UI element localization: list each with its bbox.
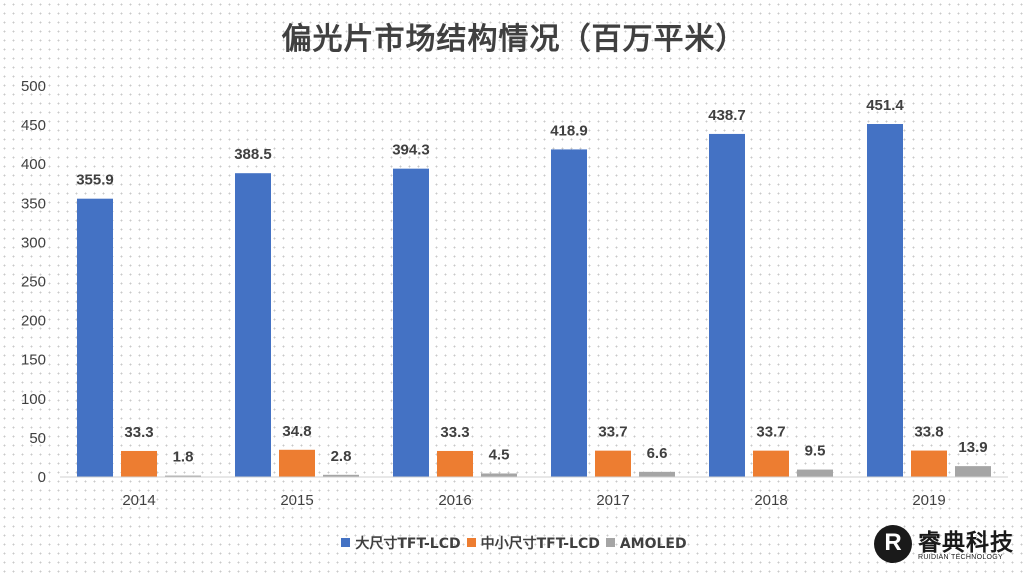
data-label: 33.7: [756, 424, 785, 441]
bar: [551, 149, 587, 477]
y-tick-label: 450: [21, 117, 46, 134]
bar: [753, 450, 789, 477]
data-label: 388.5: [234, 146, 272, 163]
bar: [867, 124, 903, 478]
logo-subtitle: RUIDIAN TECHNOLOGY: [918, 554, 1004, 561]
y-tick-label: 500: [21, 78, 46, 95]
y-tick-label: 350: [21, 195, 46, 212]
bar: [393, 168, 429, 477]
x-tick-label: 2018: [754, 492, 787, 509]
x-tick-label: 2014: [122, 492, 155, 509]
data-label: 33.8: [914, 424, 943, 441]
data-label: 2.8: [331, 448, 352, 465]
data-label: 451.4: [866, 97, 904, 114]
bar: [955, 466, 991, 477]
y-tick-label: 400: [21, 156, 46, 173]
data-label: 9.5: [805, 443, 826, 460]
bar: [639, 471, 675, 477]
value-labels-group: 355.9 33.3 1.8 388.5 34.8 2.8 394.3 33.3 4.5 418.…: [76, 97, 987, 466]
logo-mark-letter: R: [884, 529, 902, 556]
bar: [437, 450, 473, 477]
y-tick-label: 200: [21, 313, 46, 330]
y-tick-label: 0: [38, 469, 46, 486]
data-label: 33.7: [598, 424, 627, 441]
data-label: 33.3: [124, 424, 153, 441]
data-label: 394.3: [392, 142, 430, 159]
logo-name: 睿典科技: [918, 530, 1014, 556]
bar: [595, 450, 631, 477]
x-tick-label: 2016: [438, 492, 471, 509]
legend-item: AMOLED: [605, 536, 687, 552]
legend-label: AMOLED: [619, 536, 687, 552]
bar: [481, 473, 517, 477]
y-tick-label: 300: [21, 234, 46, 251]
bar: [911, 450, 947, 477]
bar: [797, 469, 833, 477]
legend-label: 中小尺寸TFT-LCD: [480, 536, 600, 552]
bar: [279, 449, 315, 477]
legend-swatch: [341, 538, 351, 547]
legend: 大尺寸TFT-LCD 中小尺寸TFT-LCD AMOLED: [0, 533, 1028, 553]
chart-title: 偏光片市场结构情况（百万平米）: [281, 22, 747, 57]
bar: [235, 173, 271, 477]
logo-mark-icon: R: [874, 525, 912, 563]
x-tick-label: 2015: [280, 492, 313, 509]
bar: [165, 475, 201, 477]
y-tick-label: 250: [21, 274, 46, 291]
y-tick-label: 100: [21, 391, 46, 408]
legend-label: 大尺寸TFT-LCD: [355, 536, 461, 552]
legend-swatch: [605, 538, 615, 547]
x-axis: 2014 2015 2016 2017 2018 2019: [60, 476, 1008, 509]
data-label: 418.9: [550, 122, 588, 139]
y-axis: 0 50 100 150 200 250 300 350 400 450 500: [21, 78, 46, 486]
data-label: 13.9: [958, 439, 987, 456]
brand-logo: R 睿典科技 RUIDIAN TECHNOLOGY: [874, 523, 1022, 569]
data-label: 6.6: [647, 445, 668, 462]
legend-swatch: [466, 538, 476, 547]
x-tick-label: 2017: [596, 492, 629, 509]
legend-item: 大尺寸TFT-LCD: [341, 533, 461, 553]
data-label: 33.3: [440, 424, 469, 441]
bars-group: [77, 124, 991, 478]
bar: [121, 450, 157, 477]
data-label: 34.8: [282, 423, 311, 440]
data-label: 355.9: [76, 172, 114, 189]
bar: [709, 133, 745, 478]
y-tick-label: 150: [21, 352, 46, 369]
bar: [323, 474, 359, 477]
bar: [77, 198, 113, 477]
data-label: 438.7: [708, 107, 746, 124]
y-tick-label: 50: [29, 430, 46, 447]
data-label: 4.5: [489, 446, 510, 463]
x-tick-label: 2019: [912, 492, 945, 509]
legend-item: 中小尺寸TFT-LCD: [466, 533, 600, 553]
data-label: 1.8: [173, 449, 194, 466]
